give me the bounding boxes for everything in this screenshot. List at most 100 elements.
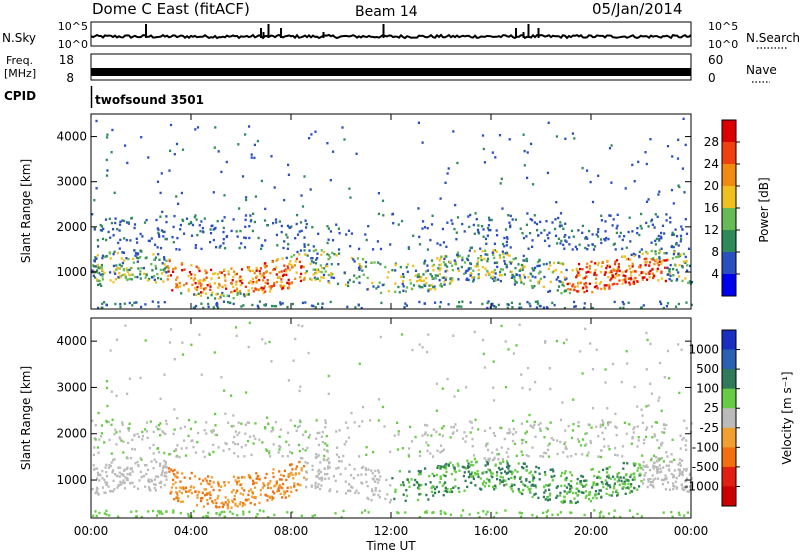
scatter-cell xyxy=(601,423,605,427)
scatter-cell xyxy=(218,505,221,509)
scatter-cell xyxy=(324,419,327,422)
scatter-cell xyxy=(242,502,245,505)
scatter-cell xyxy=(438,259,441,262)
scatter-cell xyxy=(309,262,312,266)
scatter-cell xyxy=(176,444,179,447)
scatter-cell xyxy=(612,275,615,279)
scatter-cell xyxy=(379,247,383,251)
scatter-cell xyxy=(573,285,576,289)
scatter-cell xyxy=(650,458,653,462)
scatter-cell xyxy=(481,265,484,269)
scatter-cell xyxy=(122,268,125,272)
scatter-cell xyxy=(469,274,472,277)
scatter-cell xyxy=(606,259,609,263)
scatter-cell xyxy=(118,267,121,270)
scatter-cell xyxy=(616,494,619,497)
scatter-cell xyxy=(651,268,654,271)
scatter-cell xyxy=(259,489,262,492)
scatter-cell xyxy=(417,486,420,490)
scatter-cell xyxy=(531,474,534,477)
scatter-cell xyxy=(616,213,619,216)
scatter-cell xyxy=(513,277,516,281)
scatter-cell xyxy=(507,467,510,470)
scatter-cell xyxy=(224,284,227,287)
scatter-cell xyxy=(230,394,233,397)
scatter-cell xyxy=(424,483,427,486)
scatter-cell xyxy=(264,239,267,242)
scatter-cell xyxy=(499,479,502,482)
scatter-cell xyxy=(301,205,305,208)
scatter-cell xyxy=(208,491,211,494)
scatter-cell xyxy=(275,259,278,262)
scatter-cell xyxy=(132,257,135,260)
scatter-cell xyxy=(104,491,107,495)
scatter-cell xyxy=(122,251,125,254)
scatter-cell xyxy=(664,478,668,481)
scatter-cell xyxy=(273,186,276,189)
scatter-cell xyxy=(196,233,199,237)
scatter-cell xyxy=(466,258,470,262)
scatter-cell xyxy=(183,439,186,442)
scatter-cell xyxy=(647,404,650,407)
scatter-cell xyxy=(518,306,521,309)
scatter-cell xyxy=(605,284,608,287)
scatter-cell xyxy=(656,469,659,473)
scatter-cell xyxy=(287,379,290,382)
scatter-cell xyxy=(564,278,567,281)
scatter-cell xyxy=(237,455,240,458)
scatter-cell xyxy=(582,438,585,441)
scatter-cell xyxy=(473,250,476,253)
scatter-cell xyxy=(656,459,659,462)
scatter-cell xyxy=(526,366,530,370)
scatter-cell xyxy=(509,246,512,249)
scatter-cell xyxy=(591,486,594,489)
scatter-cell xyxy=(469,431,472,434)
scatter-cell xyxy=(667,464,670,467)
scatter-cell xyxy=(108,438,111,442)
scatter-cell xyxy=(551,479,554,482)
scatter-cell xyxy=(364,233,367,236)
scatter-cell xyxy=(292,477,295,480)
scatter-cell xyxy=(493,261,496,265)
scatter-cell xyxy=(690,422,693,425)
scatter-cell xyxy=(119,275,122,278)
scatter-cell xyxy=(492,485,495,488)
scatter-cell xyxy=(488,484,491,488)
scatter-cell xyxy=(176,286,179,289)
scatter-cell xyxy=(200,499,203,503)
scatter-cell xyxy=(335,430,338,433)
scatter-cell xyxy=(137,464,140,468)
x-tick-label: 08:00 xyxy=(274,524,309,538)
scatter-cell xyxy=(681,228,684,231)
scatter-cell xyxy=(652,257,655,260)
scatter-cell xyxy=(601,482,605,485)
scatter-cell xyxy=(235,290,239,293)
scatter-cell xyxy=(658,190,661,193)
scatter-cell xyxy=(677,244,680,247)
scatter-cell xyxy=(114,217,117,220)
scatter-cell xyxy=(660,277,664,280)
scatter-cell xyxy=(372,248,375,251)
scatter-cell xyxy=(640,466,643,470)
scatter-cell xyxy=(330,273,333,277)
scatter-cell xyxy=(214,297,217,300)
scatter-cell xyxy=(563,472,566,475)
scatter-cell xyxy=(381,199,385,202)
scatter-cell xyxy=(196,496,199,499)
scatter-cell xyxy=(445,255,448,258)
scatter-cell xyxy=(137,487,140,490)
scatter-cell xyxy=(94,438,97,441)
scatter-cell xyxy=(262,482,265,485)
scatter-cell xyxy=(525,430,528,433)
scatter-cell xyxy=(221,219,224,222)
scatter-cell xyxy=(327,374,330,378)
scatter-cell xyxy=(232,489,235,492)
scatter-cell xyxy=(374,469,377,473)
scatter-cell xyxy=(506,253,509,256)
scatter-cell xyxy=(441,427,444,430)
scatter-cell xyxy=(148,480,151,484)
scatter-cell xyxy=(439,512,442,515)
scatter-cell xyxy=(450,425,453,429)
scatter-cell xyxy=(559,212,563,215)
scatter-cell xyxy=(119,305,122,309)
